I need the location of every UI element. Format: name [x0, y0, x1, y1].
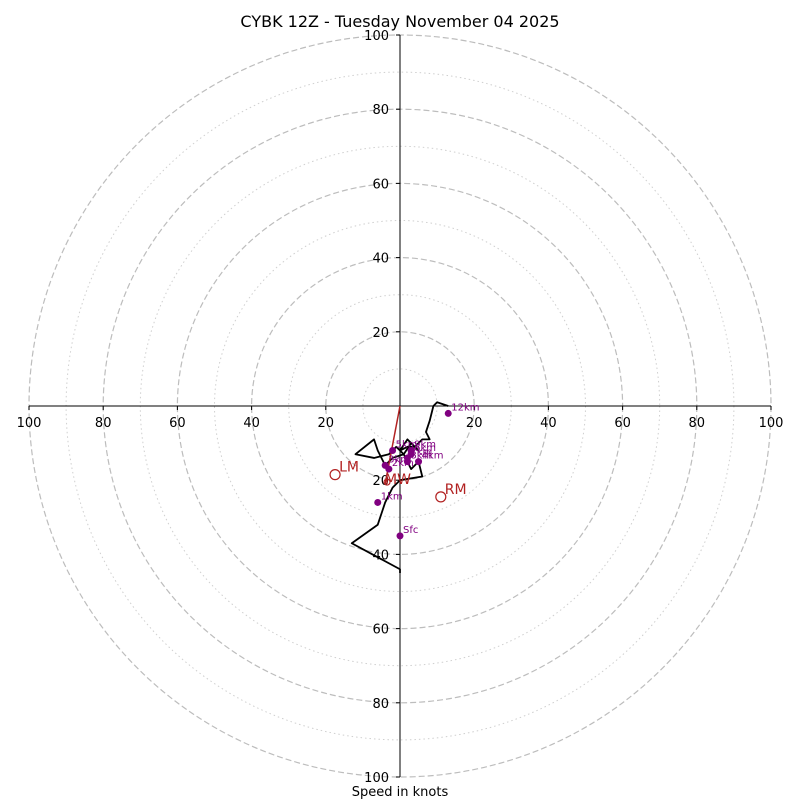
- y-tick-label: 60: [372, 177, 389, 192]
- height-marker-label: 8km: [410, 451, 432, 462]
- y-tick-label: 80: [372, 103, 389, 118]
- x-tick-label: 20: [318, 416, 335, 431]
- chart-title: CYBK 12Z - Tuesday November 04 2025: [240, 12, 559, 31]
- height-marker-label: 1km: [381, 491, 403, 502]
- y-tick-label: 40: [372, 548, 389, 563]
- wind-profile-line: [350, 401, 449, 573]
- x-tick-label: 60: [614, 416, 631, 431]
- height-marker-label: 6km: [414, 443, 436, 454]
- height-marker: [396, 532, 404, 540]
- tick-labels: 100 80 60 40 20 20 40 60 80 100 100 80 60 40 20 20 40 60 8…: [17, 29, 784, 786]
- x-tick-label: 100: [759, 416, 784, 431]
- mean-wind-label: MW: [385, 472, 411, 488]
- y-tick-label: 80: [372, 697, 389, 712]
- x-tick-label: 80: [689, 416, 706, 431]
- height-marker: [444, 409, 452, 417]
- height-marker-label: 5km: [396, 440, 418, 451]
- height-marker: [403, 458, 411, 466]
- x-tick-label: 20: [466, 416, 483, 431]
- storm-motion-group: LM RM MW: [329, 405, 467, 503]
- rm-storm-motion-label: RM: [445, 482, 467, 498]
- y-tick-label: 100: [364, 771, 389, 786]
- height-marker-label: 12km: [451, 402, 479, 413]
- height-marker-label: 4km: [422, 451, 444, 462]
- y-tick-label: 100: [364, 29, 389, 44]
- height-marker: [415, 458, 423, 466]
- height-marker: [374, 498, 382, 506]
- height-marker: [381, 461, 389, 469]
- height-marker: [407, 447, 415, 455]
- x-tick-label: 80: [95, 416, 112, 431]
- height-marker-label: 7km: [410, 447, 432, 458]
- wind-profile-group: [350, 401, 449, 573]
- height-marker-label: Sfc: [403, 525, 418, 536]
- rm-storm-motion-marker: [435, 491, 447, 503]
- y-tick-label: 40: [372, 252, 389, 267]
- height-marker-label: 9km: [414, 440, 436, 451]
- lm-storm-motion-label: LM: [339, 460, 359, 476]
- x-tick-label: 40: [243, 416, 260, 431]
- x-tick-label: 60: [169, 416, 186, 431]
- mean-wind-marker: [383, 478, 391, 486]
- lm-storm-motion-marker: [329, 469, 341, 481]
- y-tick-label: 20: [372, 474, 389, 489]
- x-tick-label: 100: [17, 416, 42, 431]
- x-tick-label: 40: [540, 416, 557, 431]
- height-marker: [389, 447, 397, 455]
- x-axis-label: Speed in knots: [352, 785, 449, 800]
- height-marker-label: 2km: [392, 458, 414, 469]
- y-tick-label: 60: [372, 623, 389, 638]
- height-marker-label: 3km: [388, 454, 410, 465]
- y-tick-label: 20: [372, 326, 389, 341]
